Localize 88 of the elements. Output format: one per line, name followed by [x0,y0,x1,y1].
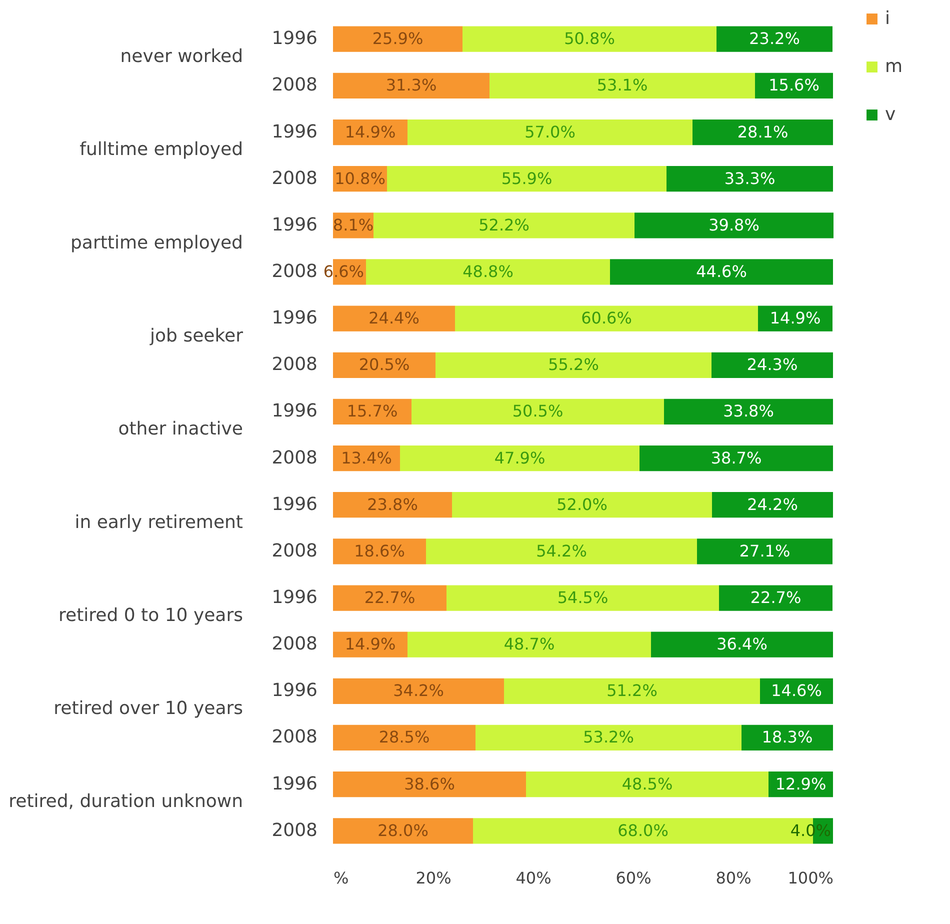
y-tick-label: 2008 [272,634,318,655]
data-label: 50.5% [512,402,564,421]
y-tick-label: 1996 [272,494,318,515]
data-label: 15.7% [346,402,398,421]
data-label: 38.7% [710,448,762,468]
data-label: 39.8% [708,215,760,234]
data-label: 22.7% [750,588,802,608]
data-label: 51.2% [606,681,658,700]
data-label: 14.9% [344,634,396,654]
data-label: 53.1% [596,76,648,95]
data-label: 47.9% [494,448,546,468]
text: parttime employed [70,232,243,254]
text: never worked [120,46,243,68]
y-tick-label: 1996 [272,400,318,422]
data-label: 14.6% [771,681,822,700]
data-label: 15.6% [768,76,820,95]
data-label: 13.4% [341,448,392,468]
text: retired over 10 years [54,698,243,720]
data-label: 31.3% [386,76,437,95]
data-label: 36.4% [716,634,768,654]
data-label: 24.2% [747,494,798,514]
data-label: 28.0% [378,820,428,840]
data-label: 24.4% [368,308,420,328]
data-label: 27.1% [739,541,790,560]
y-tick-label: 1996 [272,308,318,329]
y-tick-label: 1996 [272,121,318,142]
data-label: 54.2% [536,541,587,560]
data-label: 23.8% [367,494,418,514]
data-label: 55.9% [501,168,552,188]
legend-label: v [885,104,896,125]
y-tick-label: 1996 [272,28,318,50]
y-tick-label: 1996 [272,680,318,702]
data-label: 48.8% [462,262,514,281]
y-tick-label: 2008 [272,354,318,376]
data-label: 48.7% [504,634,555,654]
data-label: 55.2% [548,355,599,374]
y-tick-label: 2008 [272,168,318,189]
data-label: 10.8% [334,168,386,188]
data-label: 38.6% [404,774,455,794]
data-label: 24.3% [746,355,798,374]
data-label: 14.9% [770,308,821,328]
y-tick-label: 2008 [272,820,318,841]
text: in early retirement [74,512,243,533]
data-label: 60.6% [581,308,632,328]
data-label: 53.2% [583,728,634,747]
data-label: 50.8% [564,29,615,48]
data-label: 18.3% [762,728,813,747]
data-label: 52.0% [556,494,608,514]
data-label: 34.2% [393,681,444,700]
text: retired 0 to 10 years [58,604,243,626]
data-label: 28.5% [378,728,430,747]
legend-label: m [885,56,903,77]
data-label: 22.7% [364,588,416,608]
y-tick-label: 2008 [272,540,318,562]
data-label: 14.9% [344,122,396,142]
y-tick-label: 2008 [272,260,318,282]
text: retired, duration unknown [8,791,243,812]
data-label: 25.9% [372,29,424,48]
text: fulltime employed [80,139,243,160]
data-label: 68.0% [618,820,668,840]
y-tick-label: 2008 [272,74,318,96]
data-label: 18.6% [354,541,405,560]
data-label: 8.1% [332,215,374,234]
data-label: 20.5% [358,355,410,374]
x-tick-label: 100% [788,868,834,888]
text: job seeker [149,325,244,346]
data-label: 33.8% [723,402,774,421]
y-tick-label: 2008 [272,447,318,468]
y-tick-label: 1996 [272,773,318,794]
data-label: 44.6% [696,262,747,281]
x-tick-label: 20% [416,868,452,888]
x-tick-label: % [334,868,349,888]
data-label: 52.2% [478,215,530,234]
x-tick-label: 80% [716,868,752,888]
data-label: 23.2% [749,29,800,48]
text: other inactive [118,418,243,440]
x-tick-label: 40% [516,868,552,888]
data-label: 28.1% [737,122,788,142]
legend-label: i [885,8,890,29]
y-tick-label: 2008 [272,726,318,748]
data-label: 33.3% [724,168,776,188]
data-label: 12.9% [775,774,826,794]
data-label: 54.5% [557,588,608,608]
y-tick-label: 1996 [272,587,318,608]
data-label: 57.0% [524,122,576,142]
data-label: 48.5% [622,774,673,794]
y-tick-label: 1996 [272,214,318,236]
x-tick-label: 60% [616,868,652,888]
